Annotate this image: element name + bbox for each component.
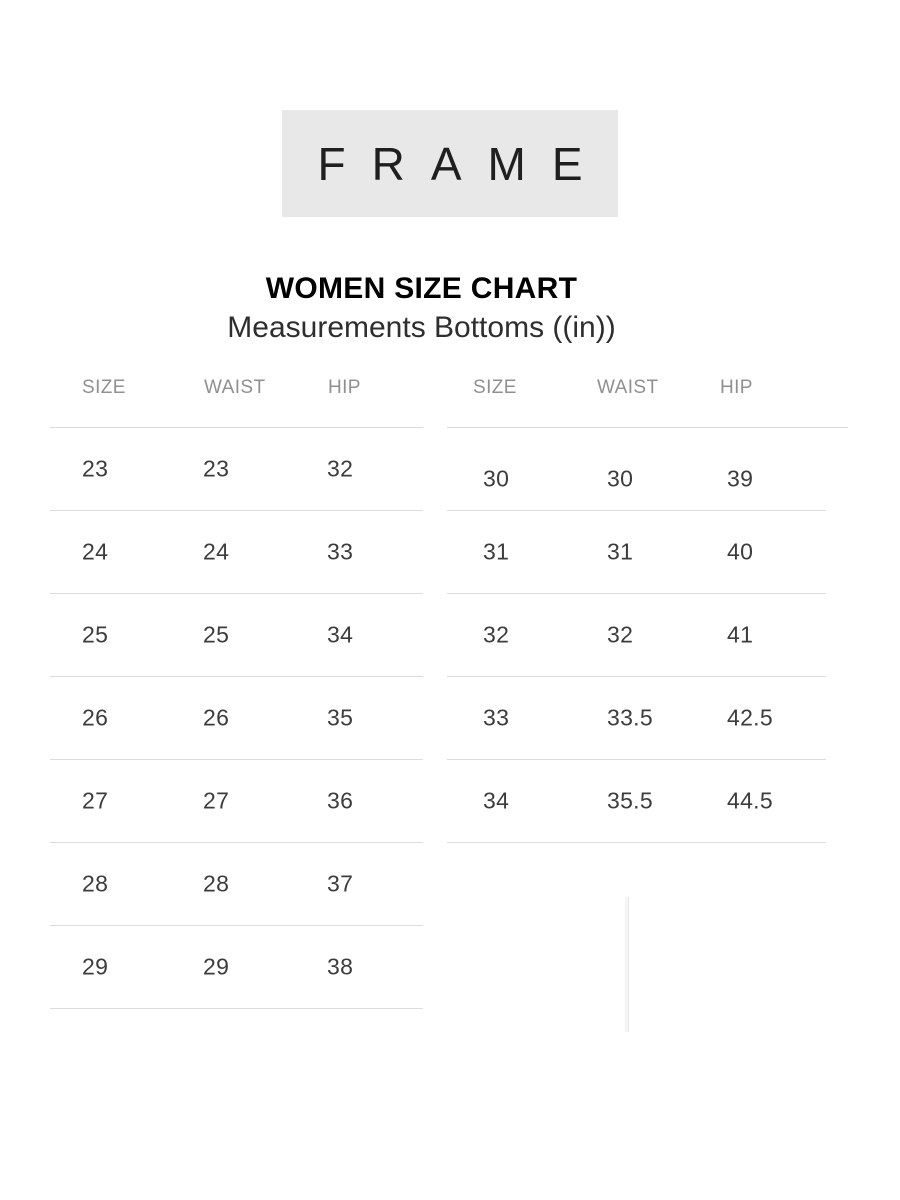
cell-hip: 40 xyxy=(727,538,754,565)
cell-size: 28 xyxy=(82,870,109,897)
cell-waist: 25 xyxy=(203,621,230,648)
cell-size: 30 xyxy=(483,465,510,492)
table-row: 29 29 38 xyxy=(50,926,423,1009)
cell-size: 25 xyxy=(82,621,109,648)
page-subtitle: Measurements Bottoms ((in)) xyxy=(227,311,616,344)
cell-size: 29 xyxy=(82,953,109,980)
cell-waist: 35.5 xyxy=(607,787,653,814)
column-header-hip: HIP xyxy=(328,377,361,398)
table-row: 34 35.5 44.5 xyxy=(447,760,826,843)
cell-waist: 24 xyxy=(203,538,230,565)
table-row: 27 27 36 xyxy=(50,760,423,843)
cell-size: 27 xyxy=(82,787,109,814)
cell-waist: 28 xyxy=(203,870,230,897)
cell-waist: 27 xyxy=(203,787,230,814)
cell-waist: 31 xyxy=(607,538,634,565)
table-row: 25 25 34 xyxy=(50,594,423,677)
cell-hip: 42.5 xyxy=(727,704,773,731)
table-row: 26 26 35 xyxy=(50,677,423,760)
cell-waist: 32 xyxy=(607,621,634,648)
cell-hip: 33 xyxy=(327,538,354,565)
cell-hip: 44.5 xyxy=(727,787,773,814)
table-row: 32 32 41 xyxy=(447,594,826,677)
column-header-waist: WAIST xyxy=(204,377,266,398)
cell-size: 24 xyxy=(82,538,109,565)
table-row: 31 31 40 xyxy=(447,511,826,594)
cell-hip: 34 xyxy=(327,621,354,648)
brand-logo-text: FRAME xyxy=(317,137,609,190)
cell-hip: 39 xyxy=(727,465,754,492)
cell-waist: 30 xyxy=(607,465,634,492)
column-header-size: SIZE xyxy=(473,377,517,398)
cell-size: 34 xyxy=(483,787,510,814)
cell-waist: 26 xyxy=(203,704,230,731)
page-title: WOMEN SIZE CHART xyxy=(265,272,578,305)
table-row: 28 28 37 xyxy=(50,843,423,926)
cell-waist: 33.5 xyxy=(607,704,653,731)
cell-hip: 41 xyxy=(727,621,754,648)
cell-hip: 35 xyxy=(327,704,354,731)
cell-waist: 23 xyxy=(203,455,230,482)
table-header-row: SIZE WAIST HIP xyxy=(50,370,423,428)
cell-size: 23 xyxy=(82,455,109,482)
cell-hip: 32 xyxy=(327,455,354,482)
cell-hip: 36 xyxy=(327,787,354,814)
column-header-hip: HIP xyxy=(720,377,753,398)
cell-size: 31 xyxy=(483,538,510,565)
table-header-row: SIZE WAIST HIP xyxy=(447,370,848,428)
cell-size: 32 xyxy=(483,621,510,648)
table-row: 23 23 32 xyxy=(50,428,423,511)
scrollbar-track[interactable] xyxy=(625,897,629,1032)
cell-waist: 29 xyxy=(203,953,230,980)
table-row: 33 33.5 42.5 xyxy=(447,677,826,760)
cell-hip: 38 xyxy=(327,953,354,980)
column-header-size: SIZE xyxy=(82,377,126,398)
cell-size: 33 xyxy=(483,704,510,731)
column-header-waist: WAIST xyxy=(597,377,659,398)
cell-hip: 37 xyxy=(327,870,354,897)
brand-logo-box: FRAME xyxy=(282,110,618,217)
table-row: 24 24 33 xyxy=(50,511,423,594)
size-table-right: SIZE WAIST HIP 30 30 39 31 31 40 32 32 4… xyxy=(447,370,848,843)
cell-size: 26 xyxy=(82,704,109,731)
table-row: 30 30 39 xyxy=(447,428,826,511)
size-table-left: SIZE WAIST HIP 23 23 32 24 24 33 25 25 3… xyxy=(50,370,423,1009)
